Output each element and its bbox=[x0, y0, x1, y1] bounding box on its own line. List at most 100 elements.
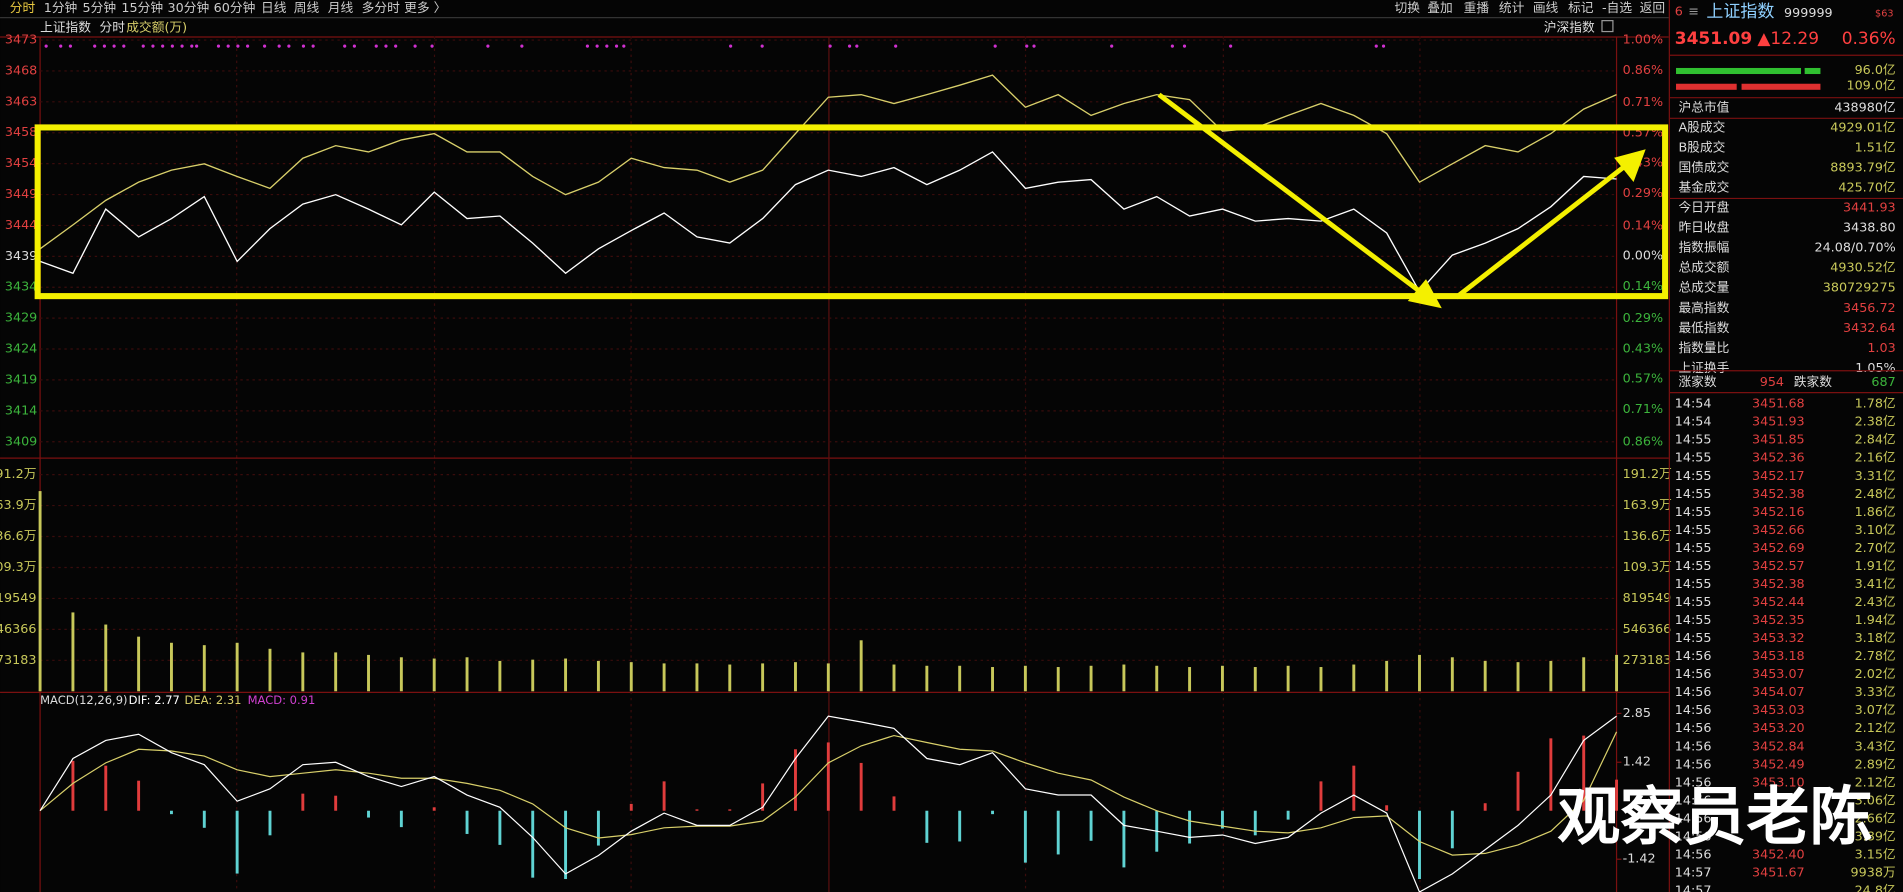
tab[interactable]: 30分钟 bbox=[168, 0, 210, 16]
tick-volume: 2.12亿 bbox=[1855, 775, 1896, 790]
tool[interactable]: -自选 bbox=[1602, 1, 1632, 16]
macd-bar bbox=[1253, 810, 1257, 836]
signal-dot bbox=[1374, 44, 1378, 48]
stat-value: 3441.93 bbox=[1843, 201, 1896, 216]
tick-time: 14:55 bbox=[1675, 433, 1712, 448]
volume-bar bbox=[1056, 667, 1060, 692]
signal-dot bbox=[170, 44, 174, 48]
tick-price: 3452.66 bbox=[1752, 523, 1805, 538]
stat-label: 总成交量 bbox=[1678, 280, 1729, 296]
macd-bar bbox=[892, 796, 896, 811]
tab[interactable]: 1分钟 bbox=[44, 0, 78, 16]
macd-bar bbox=[859, 762, 863, 811]
tick-time: 14:56 bbox=[1675, 847, 1712, 862]
macd-bar bbox=[169, 810, 173, 815]
macd-bar bbox=[432, 807, 436, 811]
volume-bar bbox=[1615, 654, 1619, 692]
tool[interactable]: 返回 bbox=[1640, 1, 1665, 16]
volume-bar bbox=[859, 640, 863, 692]
volume-bar bbox=[202, 645, 206, 692]
macd-bar bbox=[71, 760, 75, 811]
stat-value: 4929.01亿 bbox=[1830, 121, 1895, 136]
y2-tick-label: 0.43% bbox=[1623, 341, 1663, 356]
tick-time: 14:56 bbox=[1675, 793, 1712, 808]
stat-value: 3432.64 bbox=[1843, 321, 1896, 336]
tick-price: 3453.03 bbox=[1752, 703, 1805, 718]
tool[interactable]: 统计 bbox=[1499, 1, 1525, 16]
tab[interactable]: 60分钟 bbox=[214, 0, 256, 16]
volume-bar bbox=[334, 652, 338, 692]
code-prefix: 6 bbox=[1675, 5, 1683, 20]
down-bar bbox=[1676, 83, 1737, 90]
tab[interactable]: 更多 〉 bbox=[404, 1, 446, 16]
tool[interactable]: 切换 bbox=[1394, 1, 1420, 16]
tool[interactable]: 叠加 bbox=[1427, 1, 1452, 16]
tick-time: 14:55 bbox=[1675, 487, 1712, 502]
tab[interactable]: 5分钟 bbox=[83, 0, 117, 16]
signal-dot bbox=[311, 44, 315, 48]
macd-bar bbox=[1089, 810, 1093, 841]
tool[interactable]: 画线 bbox=[1533, 1, 1559, 16]
signal-dot bbox=[614, 44, 619, 48]
volume-bar bbox=[465, 657, 469, 692]
y-tick-label: 3424 bbox=[5, 342, 37, 357]
y-tick-label: 546366 bbox=[0, 622, 36, 637]
signal-dot bbox=[44, 44, 48, 48]
macd-bar bbox=[925, 810, 929, 843]
tab[interactable]: 周线 bbox=[294, 1, 320, 16]
tick-price: 3452.69 bbox=[1752, 541, 1805, 556]
y2-tick-label: 819549 bbox=[1623, 591, 1672, 606]
y-tick-label: 3409 bbox=[5, 434, 37, 449]
tab[interactable]: 多分时 bbox=[362, 1, 400, 16]
tab[interactable]: 分时 bbox=[10, 1, 36, 16]
macd-bar bbox=[1220, 810, 1224, 829]
signal-dot bbox=[236, 44, 240, 48]
tick-time: 14:56 bbox=[1675, 703, 1712, 718]
tick-price: 3452.35 bbox=[1752, 613, 1805, 628]
stat-value: 3438.80 bbox=[1843, 221, 1896, 236]
tick-time: 14:55 bbox=[1675, 469, 1712, 484]
stat-value: 1.03 bbox=[1867, 341, 1895, 356]
volume-bar bbox=[367, 654, 370, 692]
volume-bar bbox=[1253, 667, 1257, 692]
tick-price: 3452.17 bbox=[1752, 469, 1805, 484]
y-tick-label: 3444 bbox=[5, 218, 37, 233]
tick-time: 14:56 bbox=[1675, 775, 1712, 790]
stat-value: 24.08/0.70% bbox=[1814, 241, 1895, 256]
compare-toggle[interactable]: 沪深指数 bbox=[1544, 20, 1595, 35]
arrow-down bbox=[1157, 92, 1428, 299]
tool[interactable]: 重播 bbox=[1464, 0, 1490, 16]
macd-bar bbox=[1549, 738, 1553, 811]
tool[interactable]: 标记 bbox=[1568, 1, 1594, 16]
tick-volume: 3.18亿 bbox=[1855, 631, 1896, 646]
tick-time: 14:55 bbox=[1675, 613, 1712, 628]
checkbox[interactable] bbox=[1601, 20, 1614, 33]
y-tick-label: 2.85 bbox=[1623, 706, 1651, 721]
tick-volume: 3.33亿 bbox=[1855, 685, 1896, 700]
signal-dot bbox=[1032, 44, 1036, 48]
volume-bar bbox=[1483, 660, 1487, 692]
signal-dot bbox=[622, 44, 626, 48]
stat-value: 1.51亿 bbox=[1855, 141, 1896, 156]
menu-icon[interactable]: ≡ bbox=[1688, 5, 1699, 20]
arrowhead bbox=[1407, 279, 1442, 309]
tick-time: 14:54 bbox=[1675, 415, 1712, 430]
y2-tick-label: 546366 bbox=[1623, 622, 1672, 637]
tab[interactable]: 15分钟 bbox=[121, 0, 163, 16]
quote-percent: 0.36% bbox=[1842, 29, 1896, 49]
macd-legend: MACD: 0.91 bbox=[248, 693, 316, 707]
signal-dot bbox=[122, 44, 126, 48]
volume-bar bbox=[695, 663, 699, 692]
tab[interactable]: 日线 bbox=[261, 1, 287, 16]
tick-volume: 3.31亿 bbox=[1855, 469, 1896, 484]
tick-price: 3452.57 bbox=[1752, 559, 1805, 574]
volume-bar bbox=[1352, 664, 1356, 692]
y2-tick-label: 0.71% bbox=[1623, 402, 1663, 417]
tick-volume: 1.86亿 bbox=[1855, 505, 1896, 520]
tick-volume: 2.84亿 bbox=[1855, 433, 1896, 448]
tick-price: 3451.67 bbox=[1752, 866, 1805, 881]
signal-dot bbox=[161, 44, 165, 48]
y-tick-label: 163.9万 bbox=[0, 498, 36, 513]
tab[interactable]: 月线 bbox=[328, 1, 354, 16]
